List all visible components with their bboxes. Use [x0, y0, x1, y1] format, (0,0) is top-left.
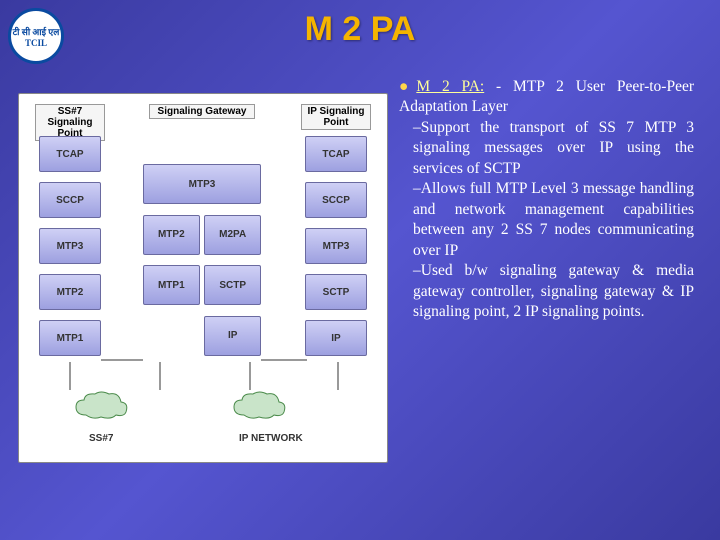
cloud-ip-icon	[229, 390, 289, 420]
sub-bullet-3: –Used b/w signaling gateway & media gate…	[399, 261, 694, 322]
proto-block: M2PA	[204, 215, 261, 255]
connector-drop-mid2	[249, 362, 251, 390]
slide-title: M 2 PA	[0, 10, 720, 49]
proto-block: TCAP	[39, 136, 101, 172]
stack-ip: TCAP SCCP MTP3 SCTP IP	[305, 136, 367, 356]
label-ip-point: IP Signaling Point	[301, 104, 371, 130]
proto-block: TCAP	[305, 136, 367, 172]
proto-block: MTP3	[305, 228, 367, 264]
proto-block: IP	[204, 316, 261, 356]
content-area: SS#7 Signaling Point Signaling Gateway I…	[0, 65, 720, 540]
cloud-ss7-icon	[71, 390, 131, 420]
diagram-container: SS#7 Signaling Point Signaling Gateway I…	[0, 65, 395, 540]
architecture-diagram: SS#7 Signaling Point Signaling Gateway I…	[18, 93, 388, 463]
stack-ss7: TCAP SCCP MTP3 MTP2 MTP1	[39, 136, 101, 356]
proto-block: MTP3	[143, 164, 261, 204]
proto-row: MTP2M2PA	[143, 215, 261, 255]
proto-block: SCTP	[204, 265, 261, 305]
text-panel: ●M 2 PA: - MTP 2 User Peer-to-Peer Adapt…	[395, 65, 720, 540]
proto-block: SCTP	[305, 274, 367, 310]
proto-block: MTP2	[39, 274, 101, 310]
connector-line-right	[261, 359, 307, 361]
connector-drop-left	[69, 362, 71, 390]
sub-bullet-1: –Support the transport of SS 7 MTP 3 sig…	[399, 118, 694, 179]
proto-block: MTP2	[143, 215, 200, 255]
bullet-dot-icon: ●	[399, 78, 416, 95]
stack-gateway: MTP3MTP2M2PAMTP1SCTPIP	[143, 164, 261, 356]
proto-block: MTP1	[143, 265, 200, 305]
bullet-head: M 2 PA:	[416, 78, 484, 95]
connector-drop-mid1	[159, 362, 161, 390]
bullet-main: ●M 2 PA: - MTP 2 User Peer-to-Peer Adapt…	[399, 77, 694, 118]
proto-row: MTP1SCTP	[143, 265, 261, 305]
sub-bullet-2: –Allows full MTP Level 3 message handlin…	[399, 179, 694, 261]
label-signaling-gateway: Signaling Gateway	[149, 104, 255, 119]
proto-block: SCCP	[39, 182, 101, 218]
connector-drop-right	[337, 362, 339, 390]
proto-block: SCCP	[305, 182, 367, 218]
proto-block: MTP3	[39, 228, 101, 264]
net-label-ip: IP NETWORK	[239, 433, 303, 444]
proto-row: IP	[143, 316, 261, 356]
proto-block: MTP1	[39, 320, 101, 356]
connector-line-left	[101, 359, 143, 361]
proto-block: IP	[305, 320, 367, 356]
net-label-ss7: SS#7	[89, 433, 113, 444]
